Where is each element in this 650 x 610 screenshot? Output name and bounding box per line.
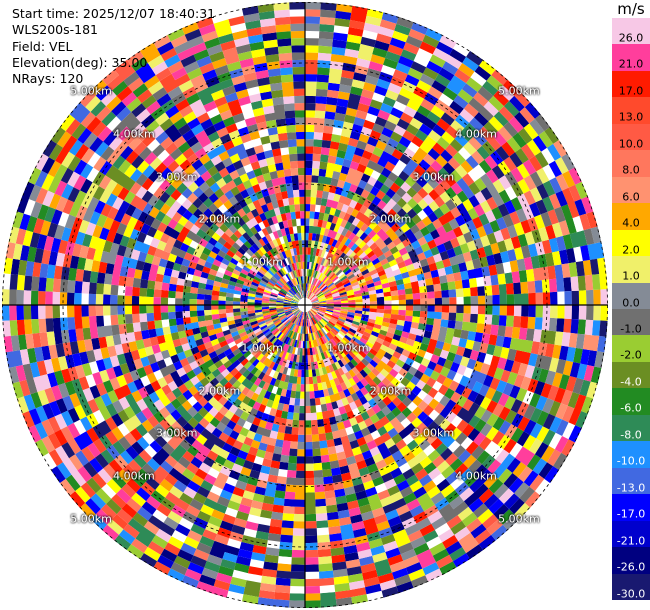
colorbar-unit-label: m/s xyxy=(617,0,645,18)
gate-cells xyxy=(10,32,580,594)
colorbar-segment xyxy=(612,388,650,416)
colorbar-tick-label: 8.0 xyxy=(622,163,640,177)
colorbar-tick-label: 10.0 xyxy=(618,137,644,151)
colorbar-tick-label: -10.0 xyxy=(616,454,646,468)
colorbar-tick-label: -21.0 xyxy=(616,534,646,548)
range-label-4km-se: 4.00km xyxy=(455,469,497,483)
colorbar-tick-label: 13.0 xyxy=(618,110,644,124)
colorbar-segment xyxy=(612,70,650,98)
colorbar-segment xyxy=(612,18,650,45)
gate-cells xyxy=(2,28,605,595)
colorbar-tick-label: 26.0 xyxy=(618,31,644,45)
velocity-gates xyxy=(2,2,608,608)
start-time-label: Start time: 2025/12/07 18:40:31 xyxy=(12,6,216,21)
colorbar-segment xyxy=(612,176,650,204)
instrument-label: WLS200s-181 xyxy=(12,22,98,38)
colorbar-tick-label: -6.0 xyxy=(620,401,642,415)
velocity-colorbar: 26.0 21.0 17.0 13.0 10.0 8.0 6.0 4.0 2.0 1.0 0.0 -1… xyxy=(612,18,650,601)
colorbar-tick-label: 6.0 xyxy=(622,190,640,204)
colorbar-segment xyxy=(612,441,650,469)
colorbar-tick-label: 2.0 xyxy=(622,243,640,257)
gate-cells xyxy=(16,5,587,584)
nrays-label: NRays: 120 xyxy=(12,71,84,87)
gate-cells xyxy=(9,28,601,605)
colorbar-segment xyxy=(612,414,650,442)
gate-cells xyxy=(18,31,602,608)
range-label-2km-nw: 2.00km xyxy=(198,212,241,226)
colorbar-segment xyxy=(612,203,650,231)
range-label-3km-ne: 3.00km xyxy=(412,170,455,184)
colorbar-tick-label: -26.0 xyxy=(616,560,646,574)
range-label-4km-nw: 4.00km xyxy=(113,127,155,141)
scan-info: Start time: 2025/12/07 18:40:31 WLS200s-… xyxy=(12,6,215,87)
gate-cells xyxy=(2,8,584,602)
colorbar-tick-label: -17.0 xyxy=(616,507,646,521)
range-label-1km-nw: 1.00km xyxy=(241,255,284,269)
colorbar-segment xyxy=(612,520,650,548)
range-label-3km-nw: 3.00km xyxy=(155,170,198,184)
colorbar-tick-label: 4.0 xyxy=(622,216,640,230)
colorbar-tick-label: 21.0 xyxy=(618,57,644,71)
colorbar-segment xyxy=(612,335,650,363)
range-label-4km-ne: 4.00km xyxy=(455,127,497,141)
colorbar-segment xyxy=(612,229,650,257)
colorbar-segment xyxy=(612,123,650,151)
colorbar-segment xyxy=(612,547,650,575)
colorbar-segment xyxy=(612,282,650,310)
colorbar-segment xyxy=(612,494,650,522)
range-label-3km-se: 3.00km xyxy=(412,426,455,440)
range-label-5km-nw: 5.00km xyxy=(70,84,112,98)
elevation-label: Elevation(deg): 35.00 xyxy=(12,54,148,70)
range-label-1km-sw: 1.00km xyxy=(241,341,284,355)
range-label-1km-ne: 1.00km xyxy=(326,255,369,269)
azimuth-lines xyxy=(2,2,608,608)
colorbar-tick-label: -1.0 xyxy=(620,322,642,336)
range-label-2km-ne: 2.00km xyxy=(369,212,412,226)
colorbar-segment xyxy=(612,309,650,336)
range-label-2km-se: 2.00km xyxy=(369,384,412,398)
colorbar-tick-label: -8.0 xyxy=(620,428,642,442)
range-label-5km-sw: 5.00km xyxy=(70,512,112,526)
range-label-3km-sw: 3.00km xyxy=(155,426,198,440)
colorbar-segment xyxy=(612,573,650,601)
colorbar-tick-label: -2.0 xyxy=(620,348,642,362)
colorbar-tick-label: -30.0 xyxy=(616,587,646,601)
range-label-5km-se: 5.00km xyxy=(498,512,540,526)
colorbar-tick-label: 1.0 xyxy=(622,269,640,283)
colorbar-tick-label: -4.0 xyxy=(620,375,642,389)
colorbar-segment xyxy=(612,361,650,389)
range-label-4km-sw: 4.00km xyxy=(113,469,155,483)
colorbar-tick-label: -13.0 xyxy=(616,481,646,495)
range-label-2km-sw: 2.00km xyxy=(198,384,241,398)
colorbar-segment xyxy=(612,150,650,178)
field-label: Field: VEL xyxy=(12,38,73,54)
range-label-1km-se: 1.00km xyxy=(326,341,369,355)
colorbar-tick-label: 0.0 xyxy=(622,296,640,310)
colorbar-segment xyxy=(612,256,650,284)
colorbar-segment xyxy=(612,97,650,125)
gate-cells xyxy=(22,15,598,601)
ppi-velocity-display xyxy=(2,2,608,608)
colorbar-tick-label: 17.0 xyxy=(618,84,644,98)
colorbar-segment xyxy=(612,467,650,495)
range-label-5km-ne: 5.00km xyxy=(498,84,540,98)
colorbar-segment xyxy=(612,44,650,72)
